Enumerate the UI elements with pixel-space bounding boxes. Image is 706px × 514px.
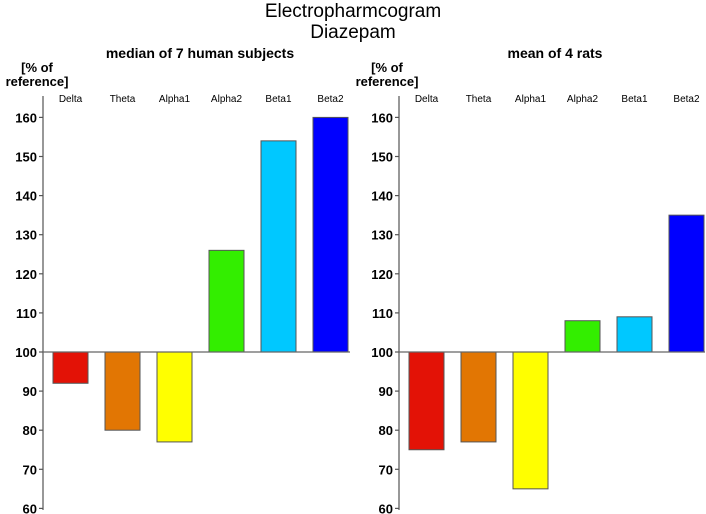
y-tick-label: 70 — [23, 462, 37, 477]
category-label: Alpha1 — [159, 94, 191, 105]
y-axis-label: reference] — [6, 74, 69, 89]
y-tick-label: 160 — [371, 110, 393, 125]
bar-delta — [408, 351, 445, 451]
category-label: Theta — [466, 94, 492, 105]
bar-alpha2 — [208, 249, 245, 353]
y-tick-label: 80 — [379, 423, 393, 438]
y-tick-label: 150 — [15, 150, 37, 165]
y-tick-label: 120 — [15, 267, 37, 282]
bar-beta1 — [616, 316, 653, 353]
y-tick-label: 150 — [371, 150, 393, 165]
y-axis-label: reference] — [356, 74, 419, 89]
panel-title: median of 7 human subjects — [106, 45, 294, 61]
panel-title: mean of 4 rats — [508, 45, 603, 61]
category-label: Beta2 — [673, 94, 700, 105]
category-label: Alpha2 — [211, 94, 243, 105]
y-tick-label: 100 — [371, 345, 393, 360]
bar-beta2 — [312, 116, 349, 353]
y-tick-label: 110 — [16, 306, 37, 321]
bar-delta — [52, 351, 89, 384]
y-tick-label: 90 — [23, 384, 37, 399]
y-axis-label: [% of — [21, 60, 53, 75]
category-label: Beta2 — [317, 94, 344, 105]
y-tick-label: 90 — [379, 384, 393, 399]
bar-alpha2 — [564, 320, 601, 353]
y-tick-label: 140 — [15, 189, 37, 204]
category-label: Beta1 — [621, 94, 648, 105]
bar-beta2 — [668, 214, 705, 353]
category-label: Beta1 — [265, 94, 292, 105]
y-tick-label: 60 — [379, 501, 393, 514]
bar-beta1 — [260, 140, 297, 353]
bar-alpha1 — [512, 351, 549, 490]
y-tick-label: 70 — [379, 462, 393, 477]
y-tick-label: 120 — [371, 267, 393, 282]
y-tick-label: 130 — [15, 228, 37, 243]
bar-alpha1 — [156, 351, 193, 443]
y-axis-label: [% of — [371, 60, 403, 75]
category-label: Alpha1 — [515, 94, 547, 105]
y-tick-label: 130 — [371, 228, 393, 243]
category-label: Delta — [59, 94, 83, 105]
y-tick-label: 110 — [372, 306, 393, 321]
y-tick-label: 100 — [15, 345, 37, 360]
figure-title-line-2: Diazepam — [310, 22, 396, 43]
y-tick-label: 60 — [23, 501, 37, 514]
category-label: Alpha2 — [567, 94, 599, 105]
category-label: Theta — [110, 94, 136, 105]
bar-theta — [104, 351, 141, 431]
chart-panel-1: median of 7 human subjects [% ofreference… — [6, 45, 350, 514]
bar-theta — [460, 351, 497, 443]
category-label: Delta — [415, 94, 439, 105]
y-tick-label: 140 — [371, 189, 393, 204]
y-tick-label: 80 — [23, 423, 37, 438]
y-tick-label: 160 — [15, 110, 37, 125]
figure-title-line-1: Electropharmcogram — [265, 1, 441, 22]
